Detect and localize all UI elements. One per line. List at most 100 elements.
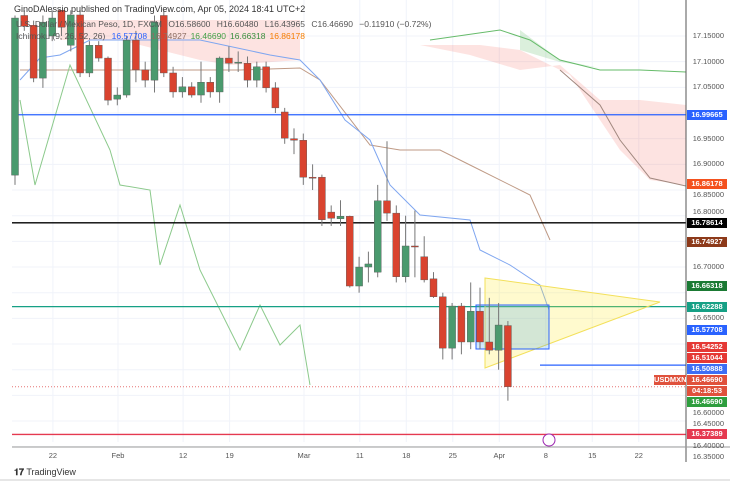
date-tick: 12 [178,451,188,460]
event-icon [542,433,556,447]
candle-body [29,25,38,79]
candle-body [383,200,391,214]
price-tick: 16.65000 [692,312,724,322]
price-tick: 16.85000 [692,189,724,199]
price-tick: 17.05000 [692,82,724,92]
low-value: L16.43965 [264,19,305,29]
price-tick: 16.60000 [692,407,724,417]
senkou-b-line [559,69,687,187]
symbol-tag: USDMXN [654,374,687,385]
candle-body [429,278,438,298]
date-tick: 19 [225,451,234,460]
candle-body [94,45,103,59]
candle-body [420,256,428,281]
senkou-a-line [429,29,687,73]
date-tick: 8 [543,451,548,460]
tradingview-logo: 𝟏𝟕 TradingView [14,467,76,477]
date-tick: 18 [402,451,411,460]
ichimoku-value: 16.66318 [230,31,266,41]
price-tick: 16.70000 [692,262,724,272]
open-value: O16.58600 [168,19,211,29]
price-tag: 04:18:53 [687,385,727,396]
price-tick: 16.45000 [692,418,724,428]
candle-body [122,39,131,96]
candle-body [476,310,484,343]
candle-body [48,17,56,37]
chikou-line [19,63,311,386]
date-tick: Feb [111,451,125,460]
date-tick: 22 [48,451,58,460]
candle-body [457,305,466,343]
price-tag: 16.50888 [687,363,727,374]
close-value: C16.46690 [311,19,353,29]
candle-body [169,72,177,93]
date-tick: 22 [634,451,643,460]
brand-text: TradingView [26,467,76,477]
price-tag: 16.57708 [687,325,727,336]
price-tag: 16.62288 [687,301,727,312]
symbol-name[interactable]: U.S. Dollar / Mexican Peso, 1D, FXCM [16,19,162,29]
candle-body [225,57,233,64]
candle-body [234,61,242,64]
candle-body [392,212,400,277]
candle-body [336,216,345,219]
candle-body [504,325,512,387]
candle-body [85,45,94,74]
ichimoku-value: 16.57708 [111,31,148,41]
ichimoku-legend: Ichimoku (9, 26, 52, 26) 16.57708 16.7492… [16,31,313,41]
ichimoku-value: 16.86178 [269,31,305,41]
candle-body [299,140,307,178]
candle-body [197,82,205,96]
candle-body [318,176,326,220]
candle-body [11,17,19,176]
date-tick: Mar [297,451,311,460]
candle-body [150,21,159,81]
ichimoku-value: 16.46690 [190,31,227,41]
candle-body [187,86,196,96]
candle-body [104,57,112,101]
candle-body [206,82,215,93]
candle-body [141,69,149,81]
price-tag: 16.46690 [687,374,727,385]
triangle-drawing [484,277,661,369]
price-tag: 16.66318 [687,280,727,291]
price-tag: 16.51044 [687,352,727,363]
price-tick: 16.40000 [692,440,724,450]
tenkan-line [19,39,550,311]
candle-body [485,341,493,351]
price-tag: 16.99665 [687,109,727,120]
candle-body [215,57,224,93]
price-tick: 17.10000 [692,56,724,66]
candle-body [178,86,187,93]
price-tag: 16.86178 [687,178,727,189]
candle-body [160,15,168,74]
candle-body [355,266,363,287]
candle-body [467,310,475,343]
date-tick: 11 [355,451,364,460]
candle-body [39,21,47,79]
price-tick: 17.15000 [692,31,724,40]
candle-body [271,87,280,109]
rectangle-drawing [475,304,550,350]
candle-body [346,216,354,287]
price-tick: 16.35000 [692,451,724,461]
candle-body [327,211,335,219]
candle-body [494,324,503,351]
ichimoku-value: 16.74927 [151,31,187,41]
candle-body [113,94,122,100]
ichimoku-label[interactable]: Ichimoku (9, 26, 52, 26) [16,31,106,41]
candle-body [57,10,66,28]
date-tick: 15 [588,451,597,460]
price-tag: 16.54252 [687,341,727,352]
candle-body [253,66,261,81]
change-value: −0.11910 (−0.72%) [359,19,432,29]
symbol-legend: U.S. Dollar / Mexican Peso, 1D, FXCM O16… [16,19,435,29]
candle-body [76,14,84,74]
candle-body [281,111,289,139]
candle-body [67,14,75,46]
price-tag: 16.78614 [687,217,727,228]
candle-body [290,138,298,141]
candle-body [308,176,317,179]
candle-body [364,263,373,268]
